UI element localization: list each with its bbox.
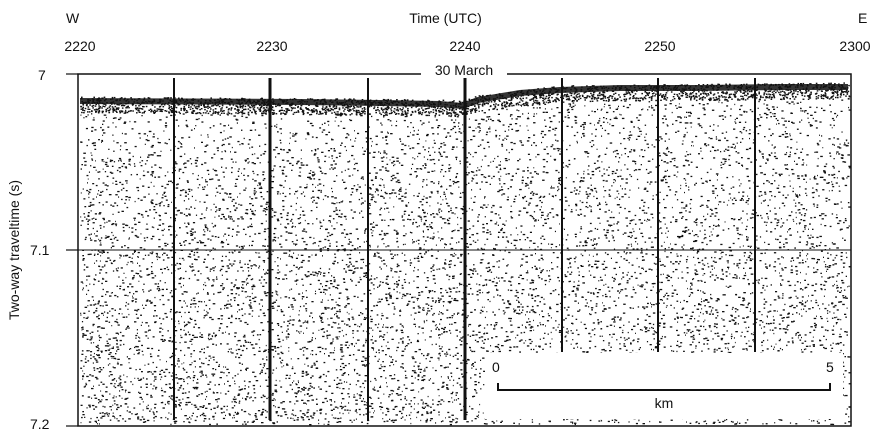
time-tick-label: 2240	[449, 38, 481, 54]
east-label: E	[858, 10, 868, 26]
y-tick-label: 7.2	[30, 416, 50, 432]
y-tick-label: 7.1	[30, 242, 50, 258]
scale-bar-box: 0 5 km	[485, 353, 843, 419]
time-tick-label: 2300	[839, 38, 871, 54]
scale-start-label: 0	[492, 359, 500, 375]
seafloor-reflector	[79, 84, 848, 110]
west-label: W	[66, 10, 80, 26]
scale-unit-label: km	[654, 395, 674, 411]
time-mark-lines	[173, 78, 756, 420]
scale-bar	[497, 383, 831, 391]
time-tick-label: 2250	[644, 38, 676, 54]
time-axis-title: Time (UTC)	[409, 10, 482, 26]
time-tick-label: 2220	[64, 38, 96, 54]
scale-end-label: 5	[826, 359, 834, 375]
date-label: 30 March	[421, 62, 507, 78]
time-tick-label: 2230	[256, 38, 288, 54]
y-tick-label: 7	[38, 67, 46, 83]
